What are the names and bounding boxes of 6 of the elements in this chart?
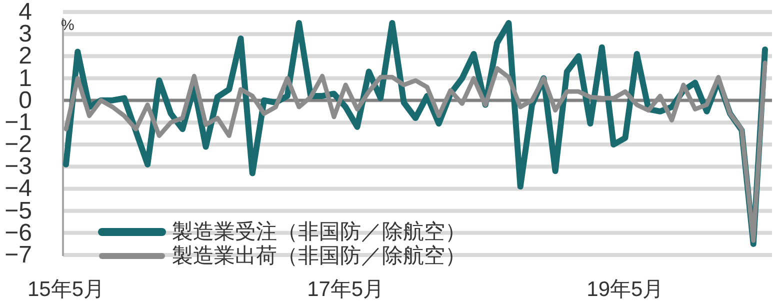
x-tick-label: 15年5月 (27, 278, 105, 301)
x-tick-label: 19年5月 (586, 278, 664, 301)
legend-label: 製造業出荷（非国防／除航空） (172, 244, 466, 268)
annotation: % (61, 17, 74, 34)
x-tick-label: 17年5月 (307, 278, 384, 301)
legend-label: 製造業受注（非国防／除航空） (172, 220, 466, 244)
